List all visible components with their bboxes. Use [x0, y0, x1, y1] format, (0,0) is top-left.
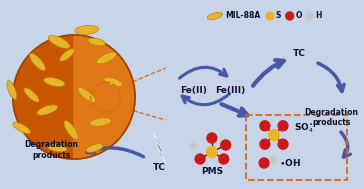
Text: H: H	[315, 12, 322, 20]
Ellipse shape	[13, 122, 31, 134]
Ellipse shape	[24, 88, 39, 102]
Text: TC: TC	[293, 49, 305, 57]
Ellipse shape	[207, 12, 222, 20]
Text: MIL-88A: MIL-88A	[226, 12, 261, 20]
Circle shape	[260, 121, 270, 131]
Ellipse shape	[104, 77, 123, 87]
Circle shape	[305, 12, 313, 20]
Ellipse shape	[88, 38, 105, 46]
Circle shape	[269, 156, 276, 163]
Ellipse shape	[90, 118, 111, 126]
Ellipse shape	[96, 52, 116, 64]
Circle shape	[190, 143, 197, 149]
Text: SO$_4^{\bullet-}$: SO$_4^{\bullet-}$	[294, 121, 320, 135]
Ellipse shape	[64, 121, 78, 139]
Circle shape	[206, 146, 217, 157]
Ellipse shape	[37, 105, 58, 115]
Circle shape	[269, 129, 280, 140]
Ellipse shape	[75, 25, 99, 35]
Text: Fe(II): Fe(II)	[180, 85, 207, 94]
Circle shape	[278, 139, 288, 149]
Ellipse shape	[60, 49, 74, 61]
Circle shape	[195, 154, 205, 164]
Circle shape	[219, 154, 229, 164]
Circle shape	[278, 121, 288, 131]
Text: $\bullet$OH: $\bullet$OH	[279, 156, 301, 167]
Circle shape	[259, 158, 269, 168]
Ellipse shape	[47, 144, 67, 152]
Text: Fe(III): Fe(III)	[215, 85, 245, 94]
Text: Degradation
products: Degradation products	[304, 108, 358, 127]
Ellipse shape	[7, 81, 17, 99]
Circle shape	[266, 12, 274, 20]
Ellipse shape	[44, 77, 65, 87]
Ellipse shape	[86, 144, 103, 152]
Polygon shape	[153, 132, 167, 164]
Text: O: O	[296, 12, 302, 20]
Circle shape	[207, 133, 217, 143]
Circle shape	[221, 140, 230, 150]
Circle shape	[13, 35, 135, 159]
Text: Degradation
products: Degradation products	[24, 140, 78, 160]
Wedge shape	[74, 35, 135, 159]
Ellipse shape	[78, 88, 96, 102]
Text: PMS: PMS	[201, 167, 223, 177]
Text: TC: TC	[153, 163, 166, 173]
Ellipse shape	[29, 53, 45, 71]
Circle shape	[286, 12, 294, 20]
Ellipse shape	[48, 36, 70, 49]
Circle shape	[260, 139, 270, 149]
Text: S: S	[276, 12, 281, 20]
